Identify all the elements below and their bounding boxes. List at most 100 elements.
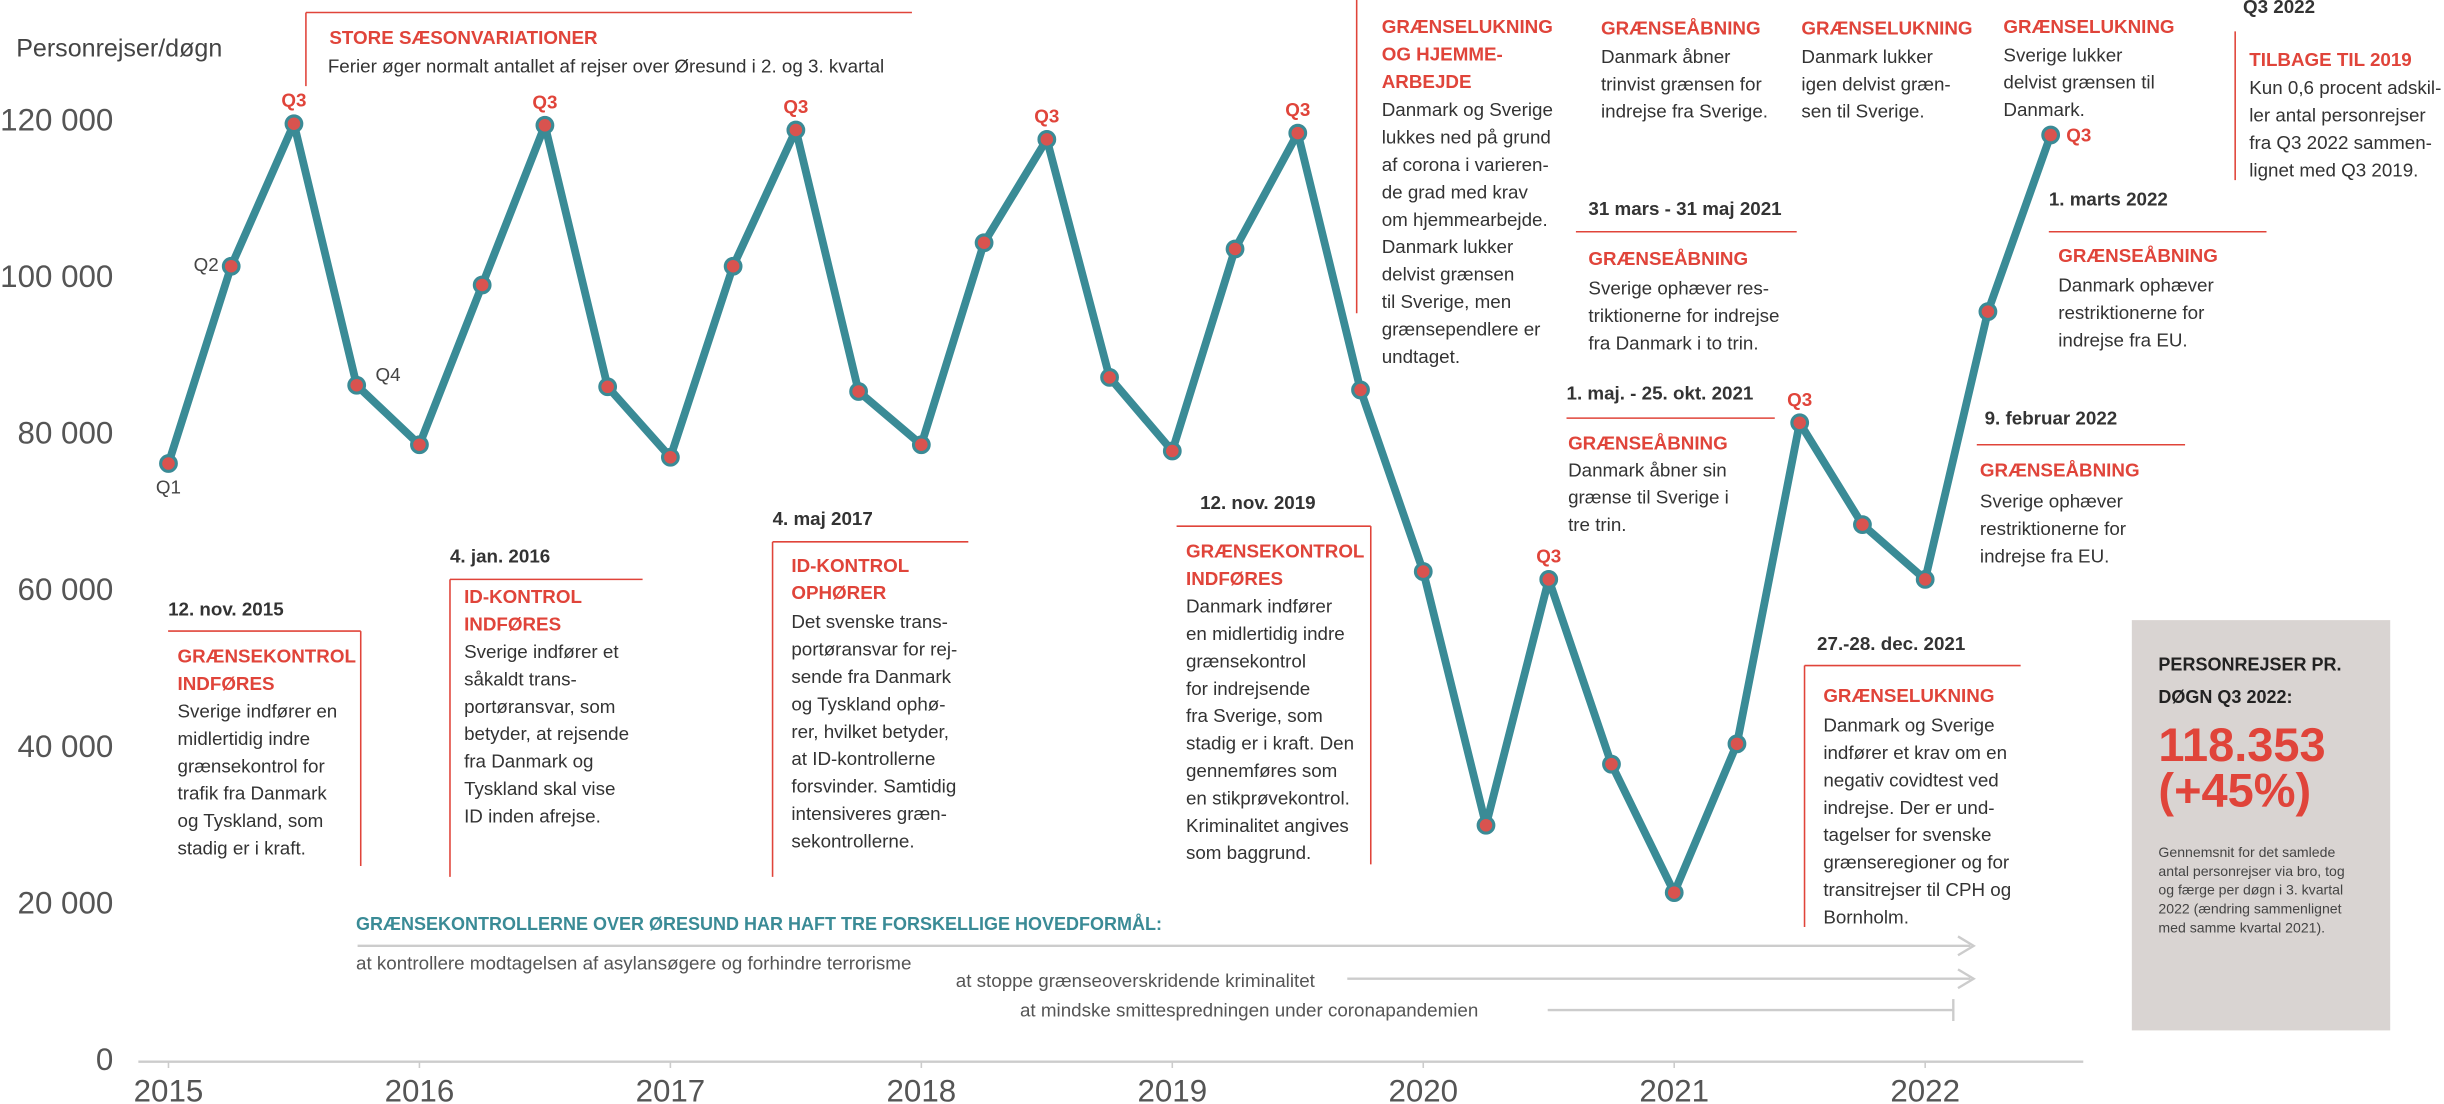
annotation-text: lignet med Q3 2019. [2249,159,2418,180]
annotation-heading: ID-KONTROL [464,586,582,607]
annotation-text: grænseregioner og for [1823,852,2009,873]
annotation-text: og Tyskland, som [178,810,324,831]
summary-note: Gennemsnit for det samlede [2158,844,2335,860]
annotation-text: undtaget. [1382,346,1460,367]
annotation-text: ID inden afrejse. [464,805,601,826]
annotation-text: Sverige lukker [2003,44,2122,65]
annotation-text: Danmark åbner [1601,46,1730,67]
annotation-text: Danmark og Sverige [1823,715,1994,736]
summary-box [2131,620,2391,1031]
data-point [1790,413,1810,433]
point-label: Q3 [1536,545,1561,566]
annotation-text: tagelser for svenske [1823,824,1991,845]
annotation-text: Danmark og Sverige [1382,99,1553,120]
annotation-text: Det svenske trans- [791,611,948,632]
y-tick-label: 20 000 [18,885,114,920]
annotation-text: de grad med krav [1382,181,1529,202]
annotation-date: Q3 2022 [2243,0,2315,17]
annotation-date: 12. nov. 2015 [168,599,284,620]
annotation-text: tre trin. [1568,514,1626,535]
annotation-text: om hjemmearbejde. [1382,209,1548,230]
data-point [911,435,931,455]
data-point [660,447,680,467]
annotation-text: sende fra Danmark [791,666,951,687]
data-point [1978,302,1998,322]
x-tick-label: 2019 [1137,1073,1207,1104]
data-point [1476,815,1496,835]
point-label: Q3 [1787,389,1812,410]
point-label: Q3 [281,90,306,111]
annotation-text: sekontrollerne. [791,830,914,851]
annotation-text: intensiveres græn- [791,803,947,824]
y-tick-label: 60 000 [18,572,114,607]
annotation-heading: GRÆNSEKONTROL [1186,541,1364,562]
annotation-text: delvist grænsen [1382,264,1515,285]
y-tick-label: 80 000 [18,416,114,451]
annotation-text: grænsekontrol for [178,755,325,776]
y-axis-label: Personrejser/døgn [16,35,222,63]
summary-change: (+45%) [2158,763,2311,816]
annotation-text: en stikprøvekontrol. [1186,787,1350,808]
annotation-text: stadig er i kraft. Den [1186,733,1354,754]
annotation-text: indrejse fra Sverige. [1601,101,1768,122]
data-point [1664,883,1684,902]
data-point [159,454,178,473]
annotation-text: Danmark lukker [1801,46,1933,67]
data-point [1100,368,1119,387]
annotation-heading: GRÆNSEÅBNING [1588,248,1748,269]
annotation-text: for indrejsende [1186,678,1310,699]
point-label: Q1 [156,477,181,498]
point-label: Q3 [1034,105,1059,126]
annotation-text: Sverige ophæver [1980,491,2123,512]
data-point [472,275,492,295]
annotation-text: at ID-kontrollerne [791,748,935,769]
annotation-text: transitrejser til CPH og [1823,879,2011,900]
annotation-heading: GRÆNSELUKNING [1823,685,1994,706]
annotation-heading: STORE SÆSONVARIATIONER [329,27,598,48]
annotation-text: triktionerne for indrejse [1588,305,1779,326]
annotation-text: af corona i varieren- [1382,154,1549,175]
annotation-text: Sverige indfører et [464,641,619,662]
annotation-text: stadig er i kraft. [178,838,306,859]
annotation-heading: OPHØRER [791,582,886,603]
annotation-text: Tyskland skal vise [464,778,615,799]
annotation-text: grænsependlere er [1382,318,1541,339]
annotation-text: grænsekontrol [1186,650,1306,671]
annotation-heading: TILBAGE TIL 2019 [2249,49,2411,70]
annotation-text: midlertidig indre [178,728,311,749]
summary-note: 2022 (ændring sammenlignet [2158,901,2341,917]
data-point [535,115,555,135]
data-point [786,120,806,140]
annotation-text: negativ covidtest ved [1823,769,1998,790]
data-point [1037,129,1057,149]
annotation-text: Danmark. [2003,99,2084,120]
annotation-text: fra Q3 2022 sammen- [2249,132,2432,153]
summary-value: 118.353 [2158,718,2325,771]
data-point [221,256,241,276]
annotation-date: 4. jan. 2016 [450,545,550,566]
annotation-text: forsvinder. Samtidig [791,776,956,797]
purposes-title: GRÆNSEKONTROLLERNE OVER ØRESUND HAR HAFT… [356,914,1162,934]
annotation-heading: GRÆNSELUKNING [1801,18,1972,39]
annotation-text: Kriminalitet angives [1186,815,1349,836]
x-tick-label: 2018 [887,1073,957,1104]
annotation-text: fra Sverige, som [1186,705,1323,726]
annotation-text: Danmark indfører [1186,596,1332,617]
data-point [1915,570,1935,589]
annotation-text: Danmark lukker [1382,236,1514,257]
point-label: Q2 [194,254,219,275]
data-point [1288,123,1308,143]
annotation-text: fra Danmark og [464,751,593,772]
x-tick-label: 2017 [636,1073,706,1104]
annotation-text: lukkes ned på grund [1382,127,1551,148]
annotation-text: som baggrund. [1186,842,1311,863]
annotation-text: betyder, at rejsende [464,723,629,744]
annotation-text: grænse til Sverige i [1568,487,1729,508]
annotation-text: trafik fra Danmark [178,783,328,804]
annotation-text: indrejse fra EU. [2058,329,2187,350]
annotation-text: portøransvar for rej- [791,639,957,660]
data-point [284,114,304,134]
point-label: Q3 [783,96,808,117]
data-point [849,382,869,401]
